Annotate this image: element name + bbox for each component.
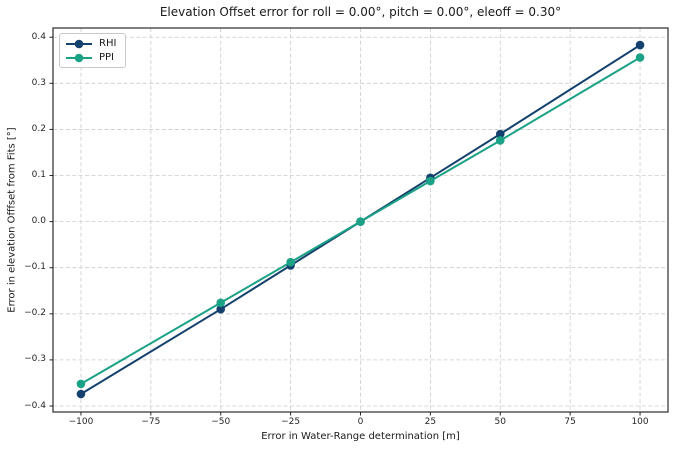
chart-title: Elevation Offset error for roll = 0.00°,…	[159, 5, 562, 19]
x-tick-label: −50	[211, 417, 231, 427]
x-axis-label: Error in Water-Range determination [m]	[261, 431, 460, 442]
series-ppi-point	[426, 176, 435, 186]
series-rhi-point	[495, 129, 505, 139]
x-tick-label: 25	[424, 417, 437, 427]
y-tick-label: 0.3	[31, 77, 46, 88]
series-rhi-point	[76, 389, 86, 399]
x-tick-label: −75	[141, 417, 161, 427]
y-tick-label: 0.0	[31, 216, 46, 227]
legend-label: RHI	[99, 38, 117, 49]
y-tick-label: −0.1	[24, 262, 46, 273]
y-tick-label: −0.2	[24, 308, 46, 319]
y-tick-label: 0.4	[31, 31, 46, 42]
series-rhi-point	[635, 40, 645, 50]
series-ppi-point	[495, 136, 505, 145]
legend-label: PPI	[99, 52, 115, 63]
x-tick-label: 75	[564, 417, 576, 427]
x-tick-label: −25	[281, 417, 301, 427]
legend-line-marker-icon	[66, 53, 92, 62]
series-ppi-point	[356, 217, 365, 226]
series-ppi-point	[76, 379, 86, 389]
legend-line-marker-icon	[66, 39, 92, 48]
y-tick-label: −0.4	[24, 400, 46, 411]
legend: RHI PPI	[59, 33, 127, 68]
legend-item-rhi: RHI	[66, 38, 116, 49]
x-tick-label: −100	[68, 417, 94, 427]
y-tick-label: −0.3	[24, 354, 46, 365]
series-ppi-point	[635, 53, 645, 62]
x-tick-label: 100	[631, 417, 649, 427]
series-ppi-point	[216, 298, 226, 308]
y-tick-label: 0.2	[31, 123, 46, 134]
x-tick-label: 0	[357, 417, 364, 427]
x-tick-label: 50	[494, 417, 506, 427]
y-tick-label: 0.1	[31, 170, 46, 180]
series-ppi-point	[286, 257, 295, 267]
series-rhi-point	[216, 304, 226, 314]
legend-item-ppi: PPI	[66, 52, 116, 63]
